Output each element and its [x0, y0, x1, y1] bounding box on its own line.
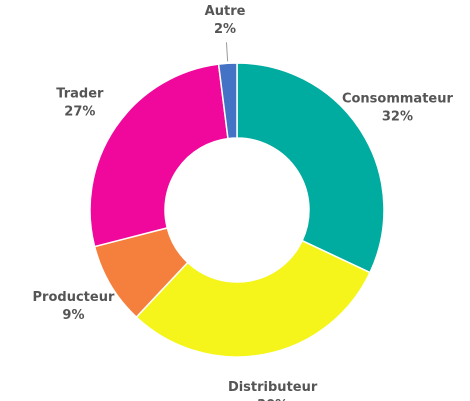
slice-value-label: 9%	[62, 308, 84, 323]
donut-slice	[236, 62, 385, 274]
leader-line	[225, 42, 229, 62]
donut-slice	[217, 62, 238, 140]
slice-value-label: 32%	[382, 110, 413, 125]
slice-value-label: 2%	[214, 22, 236, 37]
slice-label: Producteur	[33, 290, 115, 305]
slice-value-label: 27%	[64, 105, 95, 120]
slice-label: Distributeur	[228, 380, 318, 395]
slice-label: Autre	[205, 4, 246, 19]
donut-slice	[135, 239, 372, 358]
slice-label: Trader	[56, 87, 104, 102]
donut-slice	[89, 63, 229, 248]
slice-label: Consommateur	[342, 92, 454, 107]
slice-value-label: 30%	[257, 398, 288, 401]
